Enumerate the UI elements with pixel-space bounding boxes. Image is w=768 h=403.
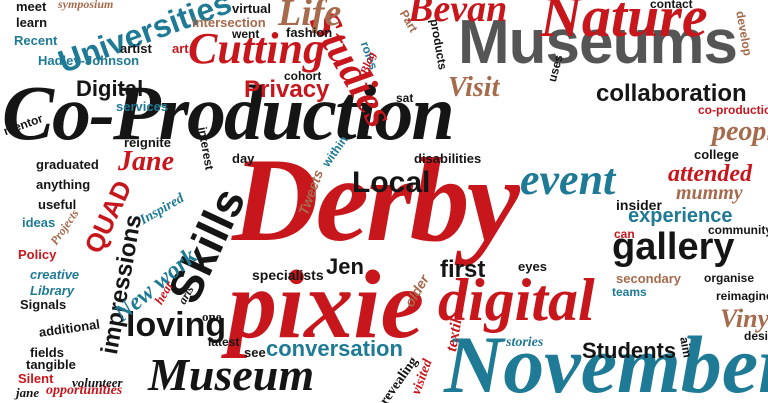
- word-jane-lower: jane: [16, 385, 40, 400]
- word-derby: Derby: [232, 133, 520, 266]
- word-symposium: symposium: [58, 0, 114, 11]
- word-one: one: [202, 309, 222, 324]
- word-ideas: ideas: [22, 215, 56, 230]
- word-recent: Recent: [14, 33, 58, 48]
- word-policy: Policy: [18, 247, 57, 262]
- word-insider: insider: [616, 197, 662, 213]
- word-signals: Signals: [20, 297, 67, 312]
- word-learn: learn: [16, 15, 48, 30]
- word-pixie: pixie: [228, 251, 424, 359]
- word-develop: develop: [733, 9, 755, 57]
- word-hadley-johnson: Hadley-Johnson: [38, 53, 140, 68]
- word-co-production-small: co-production: [698, 103, 768, 117]
- word-artist: artist: [120, 41, 152, 56]
- word-graduated: graduated: [36, 157, 99, 172]
- word-specialists: specialists: [252, 267, 324, 283]
- word-community: community: [708, 223, 768, 237]
- word-museum: Museum: [148, 349, 315, 400]
- word-silent: Silent: [18, 371, 54, 386]
- word-first: first: [440, 256, 486, 283]
- word-november: November: [444, 319, 768, 403]
- word-see: see: [244, 345, 266, 360]
- word-aim: aim: [677, 335, 695, 359]
- word-reignite: reignite: [124, 135, 171, 150]
- word-day: day: [232, 151, 255, 166]
- word-co-production: Co-Production: [2, 69, 455, 156]
- word-disabilities: disabilities: [414, 151, 482, 166]
- word-people: people: [712, 116, 768, 147]
- word-organise: organise: [704, 271, 755, 285]
- word-opportunities: opportunities: [46, 383, 123, 398]
- word-went: went: [232, 27, 260, 41]
- word-visit: Visit: [448, 72, 500, 103]
- word-volunteer: volunteer: [72, 375, 123, 390]
- word-secondary: secondary: [616, 271, 682, 286]
- word-cohort: cohort: [284, 69, 322, 83]
- word-loving: loving: [126, 306, 227, 344]
- word-jane-upper: Jane: [118, 146, 174, 177]
- word-can: can: [614, 227, 635, 241]
- word-experience: experience: [628, 205, 733, 227]
- word-collaboration: collaboration: [596, 80, 747, 107]
- word-digital-small: Digital: [76, 76, 144, 101]
- word-reimagine: reimagine: [716, 289, 768, 303]
- word-bevan: Bevan: [408, 0, 508, 30]
- word-college: college: [694, 147, 739, 162]
- word-additional: additional: [37, 316, 101, 340]
- word-cutting: Cutting: [188, 24, 325, 73]
- word-latest: latest: [208, 335, 240, 349]
- word-privacy: Privacy: [244, 76, 330, 103]
- word-vinyl: Vinyl: [720, 304, 768, 333]
- word-anything: anything: [36, 177, 91, 192]
- word-fashion: fashion: [286, 25, 333, 40]
- word-inspired: Inspired: [137, 191, 187, 229]
- word-creative: creative: [30, 267, 80, 282]
- word-services: services: [116, 99, 169, 114]
- word-contact: contact: [650, 0, 693, 11]
- word-life: Life: [278, 0, 342, 34]
- word-design: design: [744, 329, 768, 343]
- word-art: art: [172, 41, 189, 56]
- word-digital-large: digital: [438, 267, 595, 333]
- word-stories: stories: [506, 335, 544, 350]
- word-meet: meet: [16, 0, 47, 14]
- word-useful: useful: [38, 197, 77, 212]
- word-virtual: virtual: [232, 1, 272, 16]
- word-event: event: [520, 155, 616, 204]
- word-nature: Nature: [540, 0, 708, 49]
- word-fields: fields: [30, 345, 64, 360]
- word-attended: attended: [668, 161, 752, 187]
- word-conversation: conversation: [266, 336, 403, 361]
- word-library: Library: [30, 283, 75, 298]
- word-students: Students: [582, 338, 677, 363]
- word-gallery: gallery: [612, 226, 735, 268]
- word-sat: sat: [396, 91, 414, 105]
- word-museums: Museums: [458, 8, 738, 77]
- word-tangible: tangible: [26, 357, 76, 372]
- word-mummy: mummy: [676, 182, 743, 204]
- word-teams: teams: [612, 285, 647, 299]
- word-jen: Jen: [326, 254, 364, 279]
- word-intersection: intersection: [192, 15, 266, 30]
- word-eyes: eyes: [518, 259, 547, 274]
- word-local: Local: [352, 166, 431, 199]
